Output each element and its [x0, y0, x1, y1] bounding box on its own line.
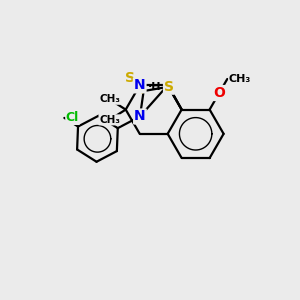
Text: ·H: ·H: [148, 82, 161, 92]
Text: S: S: [125, 71, 135, 85]
Text: N: N: [134, 110, 146, 124]
Text: CH₃: CH₃: [99, 94, 120, 104]
Text: S: S: [164, 80, 174, 94]
Text: CH₃: CH₃: [229, 74, 251, 84]
Text: N: N: [134, 78, 146, 92]
Text: CH₃: CH₃: [99, 115, 120, 125]
Text: O: O: [213, 86, 225, 100]
Text: Cl: Cl: [66, 111, 79, 124]
